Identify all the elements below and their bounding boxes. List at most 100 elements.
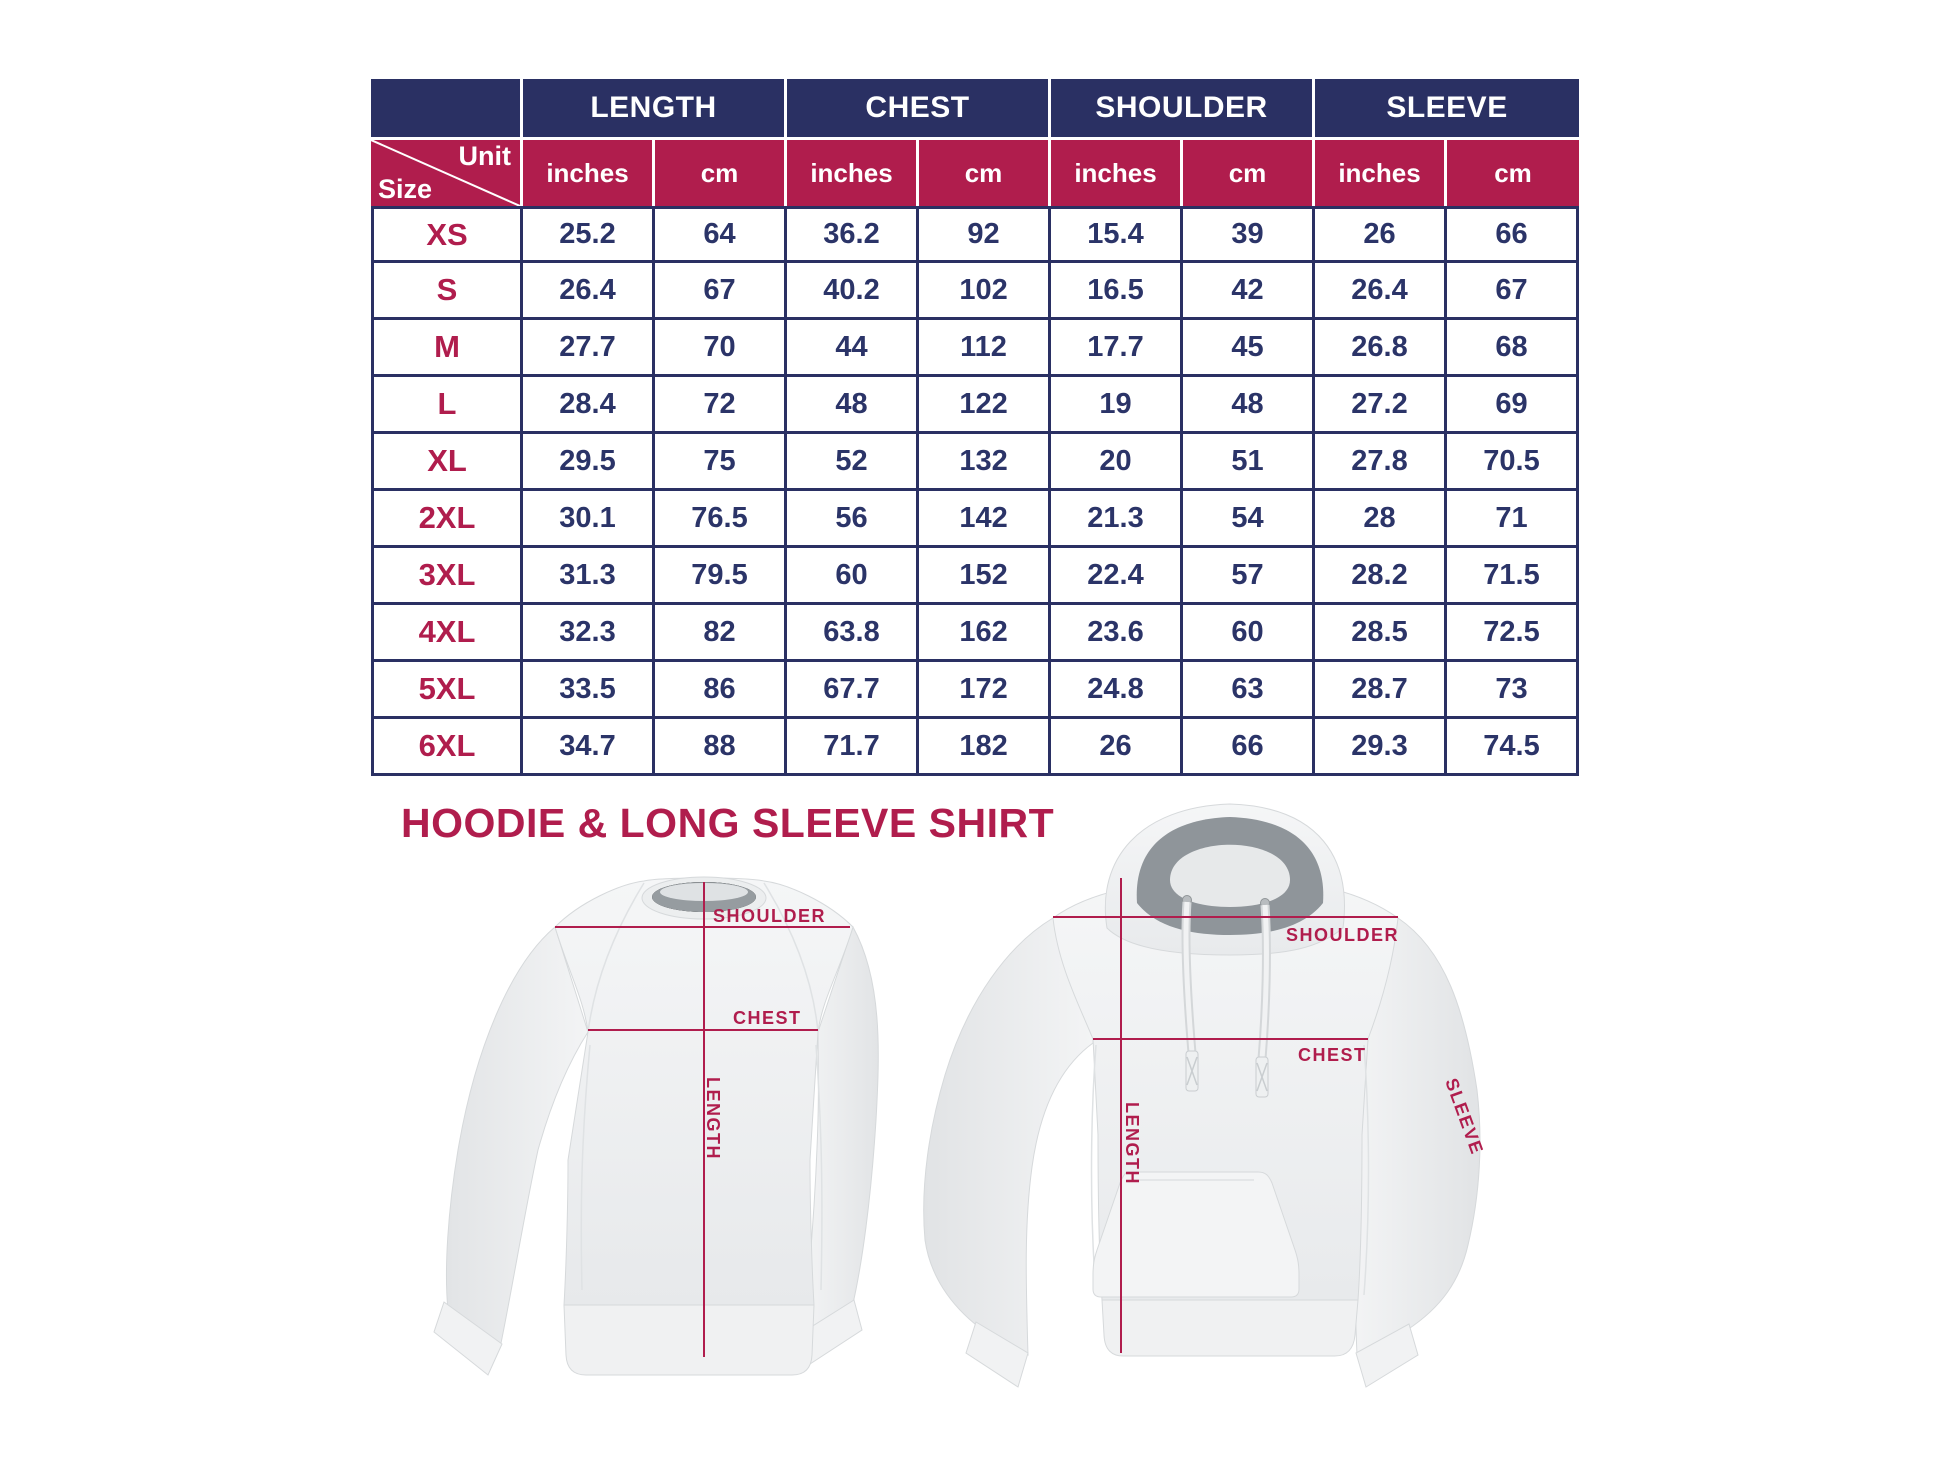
size-value: 63.8 bbox=[787, 605, 920, 662]
hoodie-illustration: SHOULDER CHEST LENGTH SLEEVE bbox=[923, 803, 1487, 1388]
size-value: 31.3 bbox=[523, 548, 655, 605]
size-label: S bbox=[371, 263, 523, 320]
shirt-chest-label: CHEST bbox=[733, 1008, 802, 1028]
hoodie-chest-label: CHEST bbox=[1298, 1045, 1367, 1065]
size-value: 36.2 bbox=[787, 206, 920, 263]
size-value: 56 bbox=[787, 491, 920, 548]
diagonal-divider bbox=[371, 140, 520, 206]
size-chart-table: LENGTH CHEST SHOULDER SLEEVE Unit Size inch… bbox=[371, 79, 1580, 776]
size-label: XL bbox=[371, 434, 523, 491]
size-value: 44 bbox=[787, 320, 920, 377]
unit-header: cm bbox=[1183, 140, 1316, 206]
size-value: 26 bbox=[1051, 719, 1184, 776]
size-value: 22.4 bbox=[1051, 548, 1184, 605]
size-value: 51 bbox=[1183, 434, 1316, 491]
size-value: 67 bbox=[1447, 263, 1580, 320]
hoodie-right-cuff bbox=[1355, 1323, 1419, 1388]
size-value: 28.4 bbox=[523, 377, 655, 434]
hoodie-left-sleeve bbox=[923, 917, 1094, 1356]
size-value: 28.2 bbox=[1315, 548, 1448, 605]
size-value: 64 bbox=[655, 206, 788, 263]
size-value: 162 bbox=[919, 605, 1052, 662]
size-value: 15.4 bbox=[1051, 206, 1184, 263]
size-label: XS bbox=[371, 206, 523, 263]
unit-header: inches bbox=[1315, 140, 1448, 206]
size-row: M 27.7 70 44 112 17.7 45 26.8 68 bbox=[371, 320, 1580, 377]
size-value: 72.5 bbox=[1447, 605, 1580, 662]
size-value: 17.7 bbox=[1051, 320, 1184, 377]
size-value: 25.2 bbox=[523, 206, 655, 263]
size-value: 28 bbox=[1315, 491, 1448, 548]
unit-header-row: Unit Size inches cm inches cm inches cm inches… bbox=[371, 140, 1580, 206]
size-value: 29.5 bbox=[523, 434, 655, 491]
unit-header: cm bbox=[655, 140, 788, 206]
size-value: 132 bbox=[919, 434, 1052, 491]
hoodie-hem-band bbox=[1101, 1299, 1359, 1357]
size-row: 6XL 34.7 88 71.7 182 26 66 29.3 74.5 bbox=[371, 719, 1580, 776]
column-group-header: SLEEVE bbox=[1315, 79, 1580, 140]
size-value: 48 bbox=[787, 377, 920, 434]
size-value: 76.5 bbox=[655, 491, 788, 548]
size-value: 21.3 bbox=[1051, 491, 1184, 548]
size-value: 66 bbox=[1447, 206, 1580, 263]
shirt-left-cuff bbox=[433, 1301, 503, 1376]
size-value: 45 bbox=[1183, 320, 1316, 377]
size-value: 79.5 bbox=[655, 548, 788, 605]
size-value: 34.7 bbox=[523, 719, 655, 776]
size-value: 19 bbox=[1051, 377, 1184, 434]
unit-size-corner-cell: Unit Size bbox=[371, 140, 523, 206]
shirt-hem-band bbox=[563, 1304, 815, 1376]
unit-header: inches bbox=[1051, 140, 1184, 206]
size-value: 70.5 bbox=[1447, 434, 1580, 491]
size-value: 24.8 bbox=[1051, 662, 1184, 719]
shirt-crease-left bbox=[580, 1044, 591, 1291]
size-value: 75 bbox=[655, 434, 788, 491]
size-value: 68 bbox=[1447, 320, 1580, 377]
size-value: 70 bbox=[655, 320, 788, 377]
shirt-shoulder-label: SHOULDER bbox=[713, 906, 826, 926]
size-value: 92 bbox=[919, 206, 1052, 263]
size-value: 66 bbox=[1183, 719, 1316, 776]
size-label: L bbox=[371, 377, 523, 434]
unit-header: cm bbox=[919, 140, 1052, 206]
size-value: 27.8 bbox=[1315, 434, 1448, 491]
size-value: 23.6 bbox=[1051, 605, 1184, 662]
size-label: M bbox=[371, 320, 523, 377]
size-row: XL 29.5 75 52 132 20 51 27.8 70.5 bbox=[371, 434, 1580, 491]
column-group-header: CHEST bbox=[787, 79, 1052, 140]
hoodie-kangaroo-pocket bbox=[1092, 1171, 1300, 1298]
size-value: 28.5 bbox=[1315, 605, 1448, 662]
size-value: 29.3 bbox=[1315, 719, 1448, 776]
size-value: 71.7 bbox=[787, 719, 920, 776]
size-value: 60 bbox=[1183, 605, 1316, 662]
size-value: 54 bbox=[1183, 491, 1316, 548]
size-label: 6XL bbox=[371, 719, 523, 776]
size-row: 2XL 30.1 76.5 56 142 21.3 54 28 71 bbox=[371, 491, 1580, 548]
shirt-crease-right bbox=[815, 1044, 823, 1291]
size-value: 26 bbox=[1315, 206, 1448, 263]
long-sleeve-shirt-illustration: SHOULDER CHEST LENGTH SLEEVE bbox=[433, 876, 879, 1376]
size-value: 52 bbox=[787, 434, 920, 491]
size-value: 172 bbox=[919, 662, 1052, 719]
size-value: 88 bbox=[655, 719, 788, 776]
size-value: 42 bbox=[1183, 263, 1316, 320]
size-row: 4XL 32.3 82 63.8 162 23.6 60 28.5 72.5 bbox=[371, 605, 1580, 662]
size-value: 182 bbox=[919, 719, 1052, 776]
size-label: 5XL bbox=[371, 662, 523, 719]
unit-header: cm bbox=[1447, 140, 1580, 206]
measure-header-row: LENGTH CHEST SHOULDER SLEEVE bbox=[371, 79, 1580, 140]
size-value: 28.7 bbox=[1315, 662, 1448, 719]
hoodie-shoulder-label: SHOULDER bbox=[1286, 925, 1399, 945]
size-value: 48 bbox=[1183, 377, 1316, 434]
size-value: 102 bbox=[919, 263, 1052, 320]
size-value: 57 bbox=[1183, 548, 1316, 605]
size-value: 69 bbox=[1447, 377, 1580, 434]
size-row: L 28.4 72 48 122 19 48 27.2 69 bbox=[371, 377, 1580, 434]
size-label: 2XL bbox=[371, 491, 523, 548]
column-group-header: LENGTH bbox=[523, 79, 788, 140]
size-value: 152 bbox=[919, 548, 1052, 605]
size-value: 74.5 bbox=[1447, 719, 1580, 776]
size-label: 4XL bbox=[371, 605, 523, 662]
size-row: 3XL 31.3 79.5 60 152 22.4 57 28.2 71.5 bbox=[371, 548, 1580, 605]
